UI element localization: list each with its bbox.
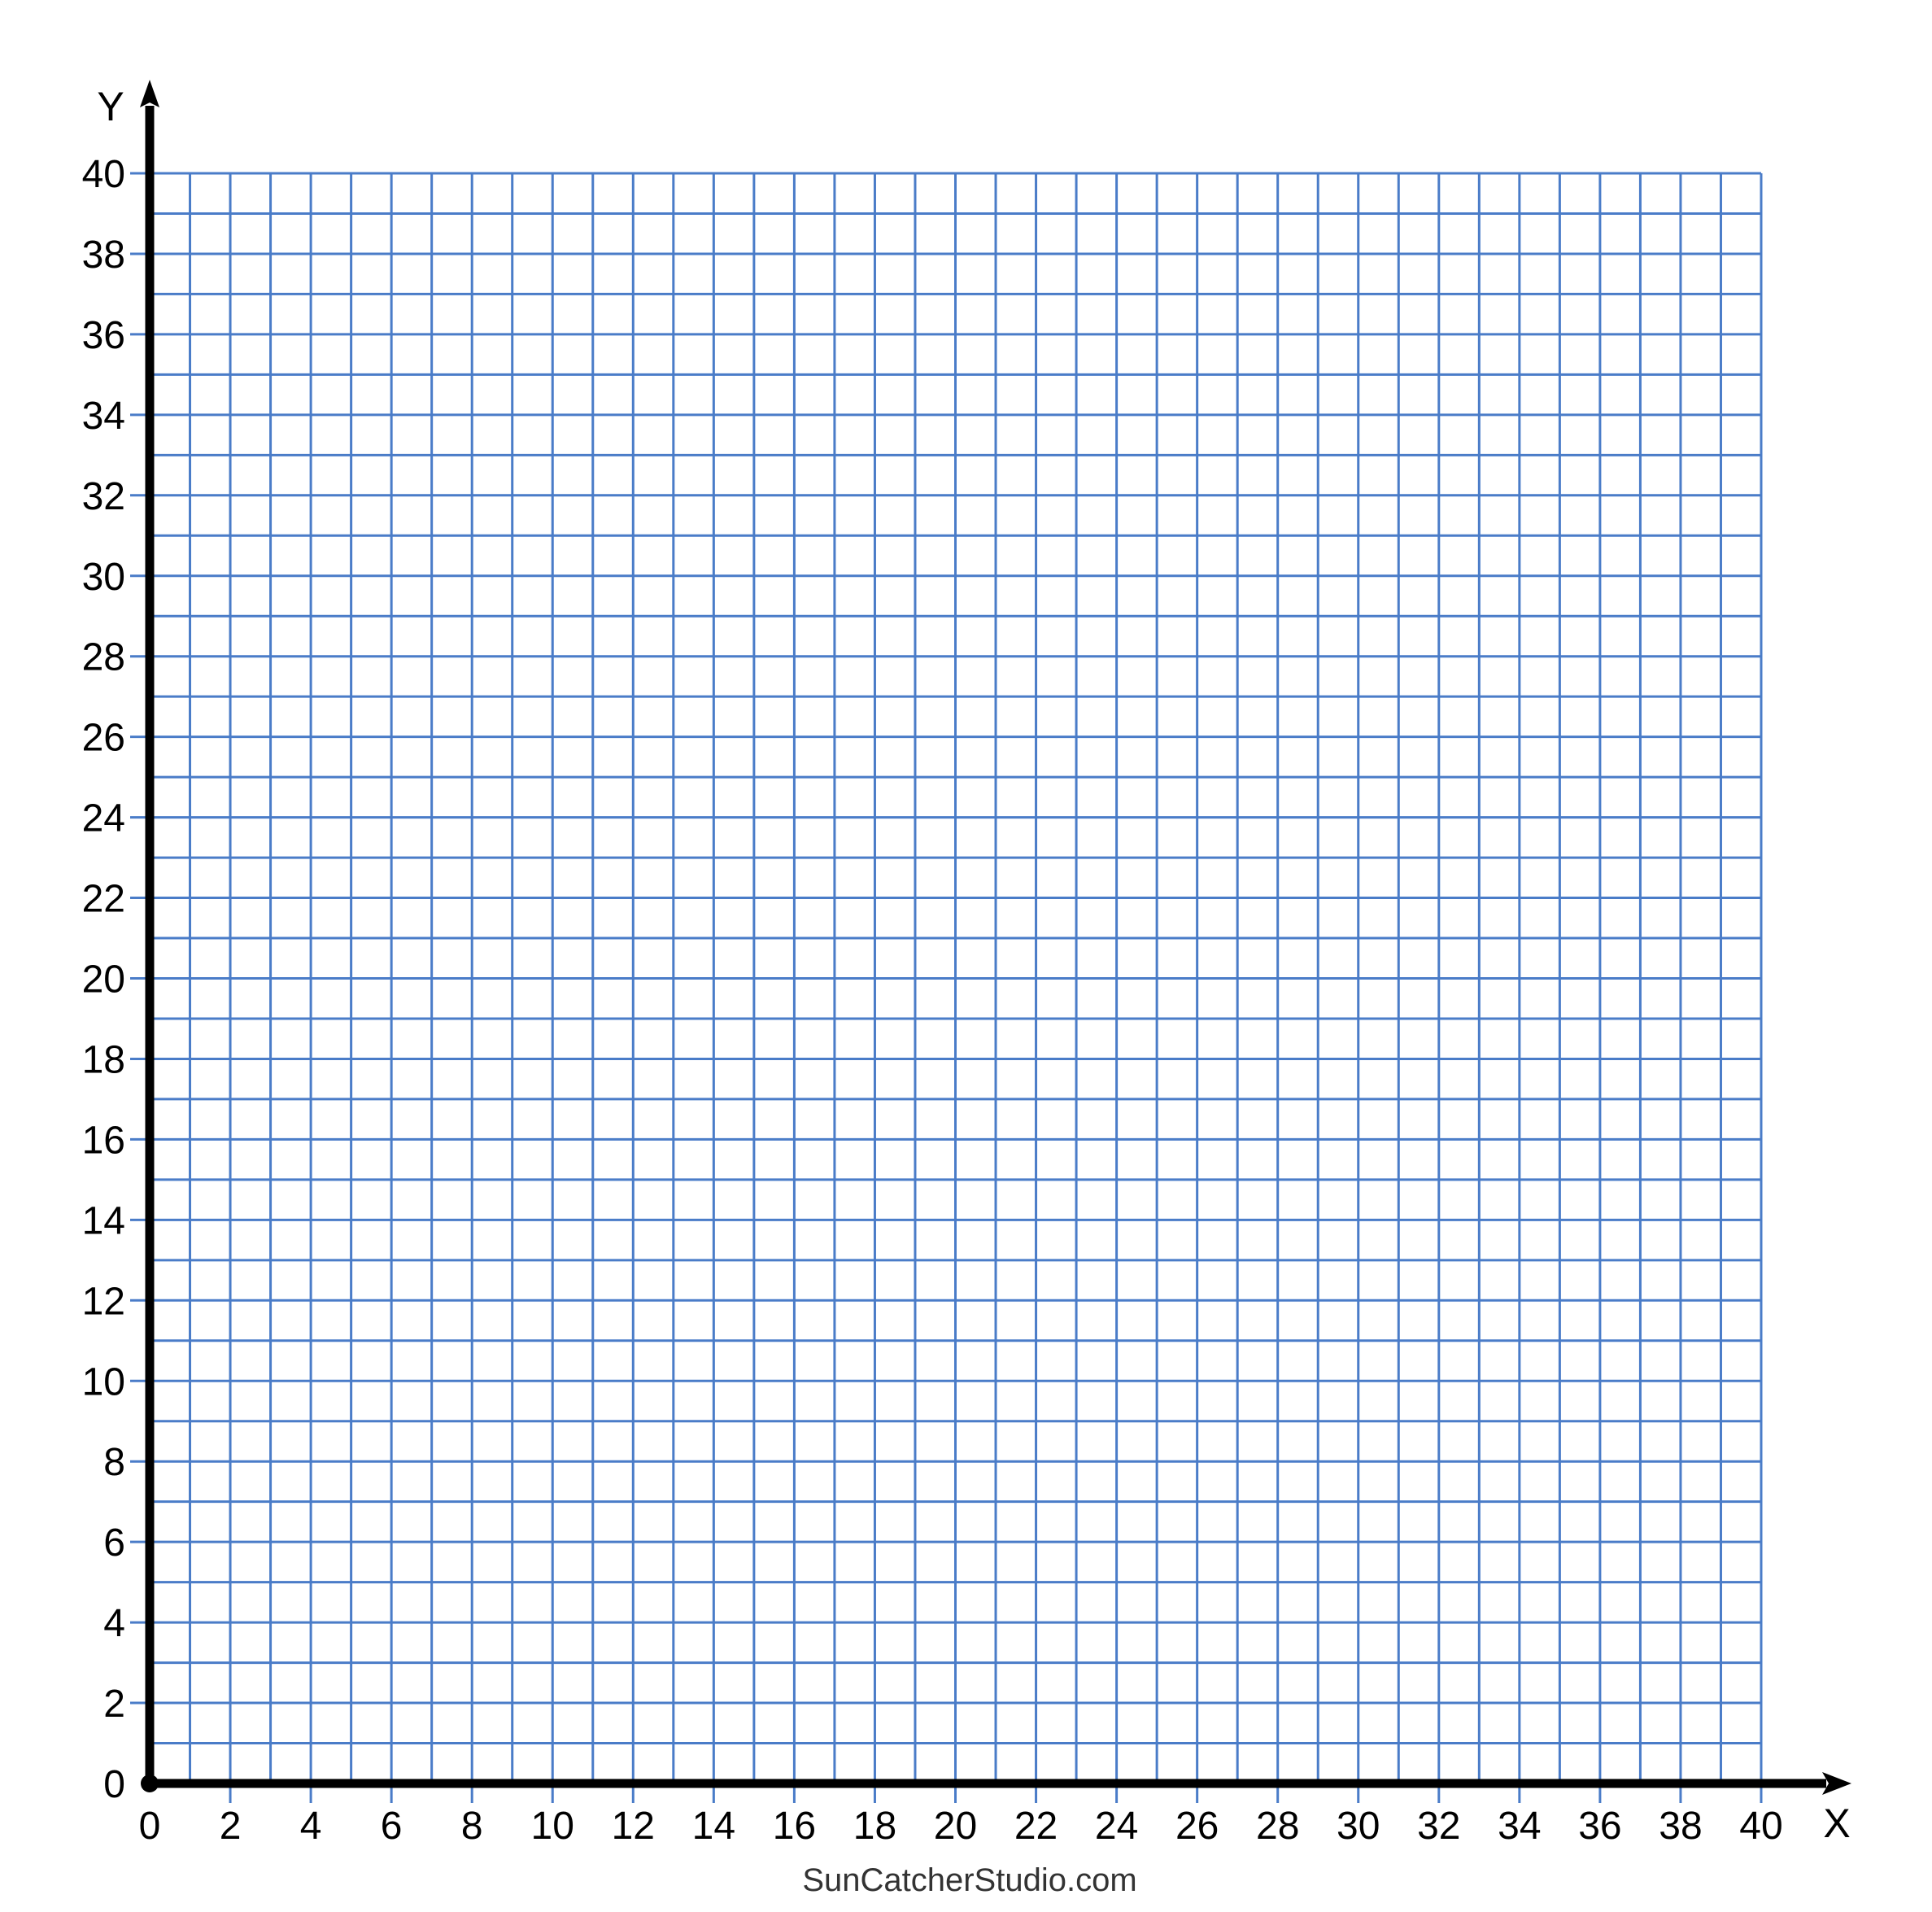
x-tick-label: 18 <box>853 1805 896 1848</box>
x-tick-label: 26 <box>1175 1805 1219 1848</box>
x-tick-label: 10 <box>531 1805 574 1848</box>
y-tick-label: 30 <box>82 556 125 599</box>
y-axis-arrow-icon <box>140 80 159 107</box>
x-tick-label: 30 <box>1337 1805 1380 1848</box>
x-tick-label: 28 <box>1256 1805 1299 1848</box>
y-tick-label: 26 <box>82 717 125 760</box>
x-tick-label: 38 <box>1659 1805 1702 1848</box>
grid-lines <box>130 172 1763 1803</box>
y-tick-label: 0 <box>103 1763 125 1806</box>
x-axis-arrow-icon <box>1822 1772 1851 1795</box>
y-tick-label: 20 <box>82 958 125 1002</box>
x-tick-label: 20 <box>934 1805 977 1848</box>
y-tick-label: 18 <box>82 1038 125 1081</box>
y-tick-label: 14 <box>82 1199 125 1242</box>
y-tick-label: 12 <box>82 1280 125 1323</box>
y-tick-label: 2 <box>103 1683 125 1726</box>
x-tick-label: 24 <box>1095 1805 1138 1848</box>
y-tick-label: 36 <box>82 314 125 357</box>
x-tick-label: 16 <box>773 1805 816 1848</box>
axes <box>140 80 1851 1795</box>
y-tick-label: 22 <box>82 878 125 921</box>
x-tick-label: 12 <box>612 1805 655 1848</box>
y-tick-label: 8 <box>103 1441 125 1484</box>
x-tick-label: 8 <box>461 1805 483 1848</box>
y-tick-label: 28 <box>82 636 125 679</box>
footer-credit: SunCatcherStudio.com <box>802 1862 1136 1898</box>
y-tick-label: 10 <box>82 1360 125 1403</box>
y-tick-label: 38 <box>82 234 125 277</box>
x-tick-label: 6 <box>381 1805 403 1848</box>
x-tick-label: 40 <box>1739 1805 1782 1848</box>
x-axis-label: X <box>1823 1801 1850 1846</box>
tick-labels: 0 2 4 6 8 10 12 14 16 18 20 22 24 26 28 30 32 34 36 38 40024… <box>82 153 1783 1848</box>
x-tick-label: 22 <box>1014 1805 1058 1848</box>
x-tick-label: 34 <box>1498 1805 1541 1848</box>
y-tick-label: 24 <box>82 797 125 840</box>
x-tick-label: 36 <box>1578 1805 1621 1848</box>
y-tick-label: 16 <box>82 1119 125 1162</box>
y-tick-label: 6 <box>103 1521 125 1565</box>
x-tick-label: 4 <box>300 1805 322 1848</box>
y-axis-label: Y <box>97 84 124 129</box>
origin-dot <box>141 1774 159 1792</box>
x-tick-label: 2 <box>220 1805 242 1848</box>
x-tick-label: 32 <box>1417 1805 1460 1848</box>
x-tick-label: 0 <box>139 1805 161 1848</box>
x-tick-label: 14 <box>692 1805 735 1848</box>
y-tick-label: 34 <box>82 395 125 438</box>
y-tick-label: 32 <box>82 475 125 518</box>
y-tick-label: 40 <box>82 153 125 196</box>
y-tick-label: 4 <box>103 1602 125 1645</box>
